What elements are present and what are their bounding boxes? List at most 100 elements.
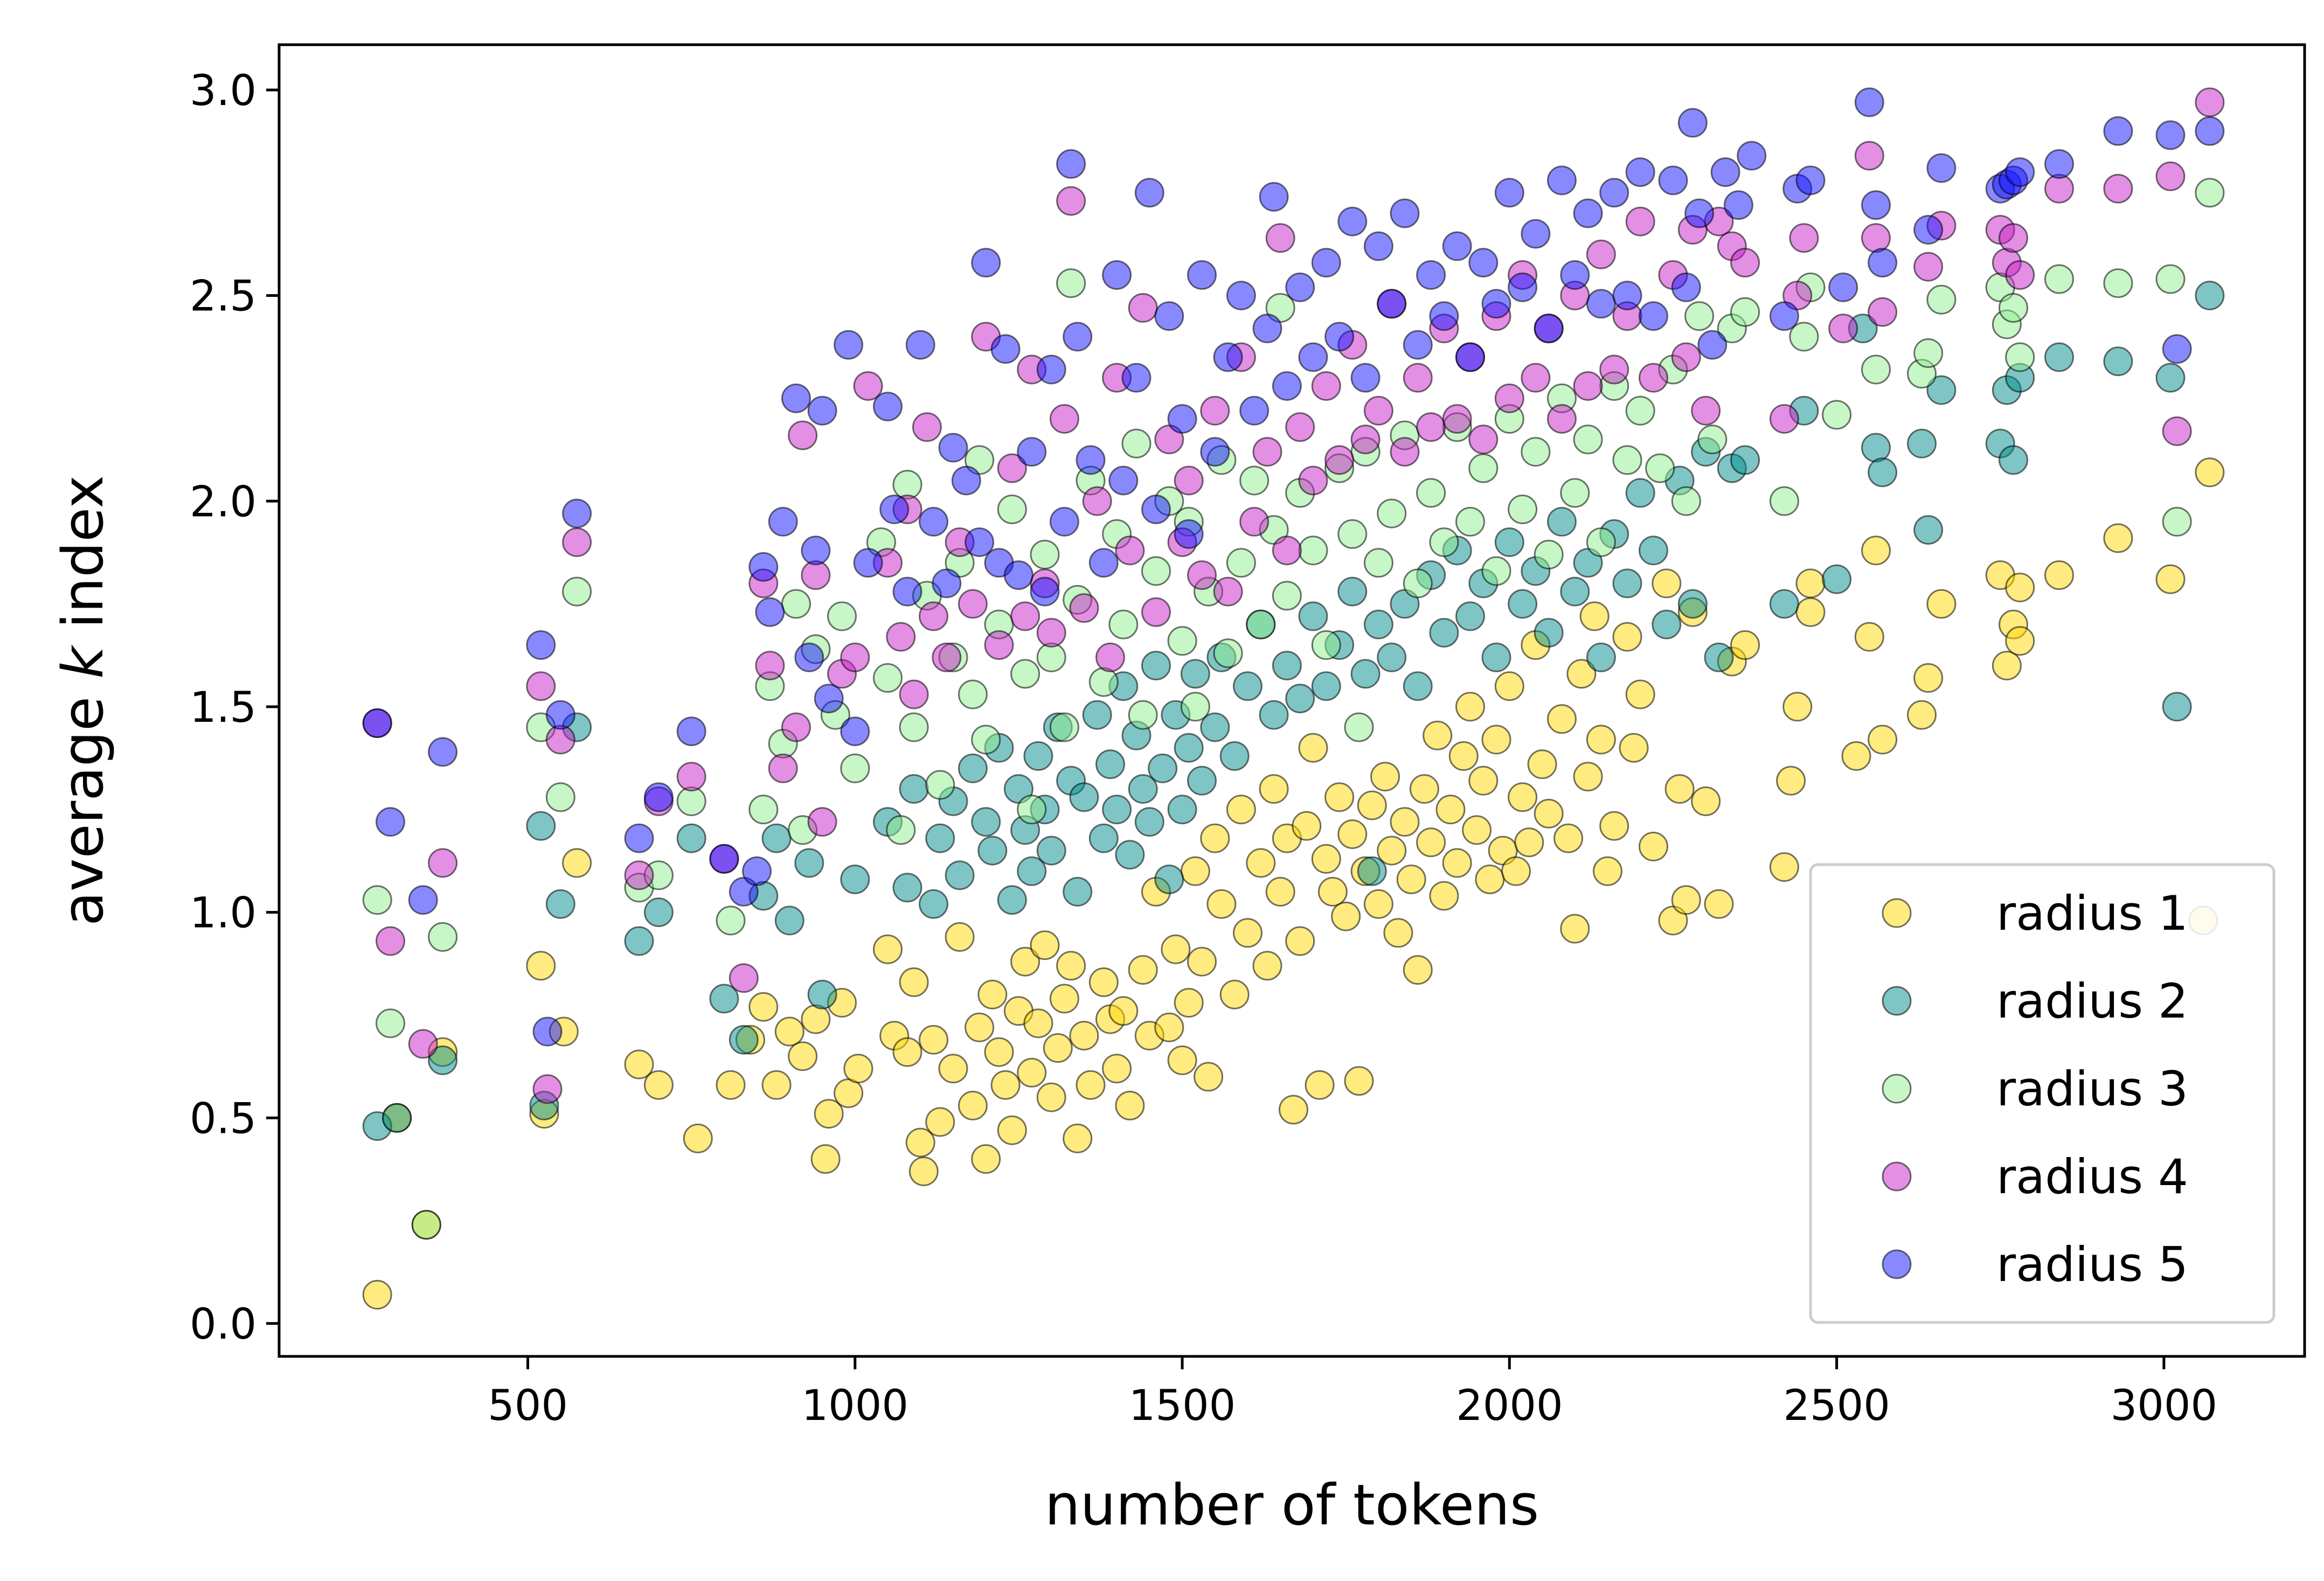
data-point <box>1239 507 1269 537</box>
data-point <box>624 823 654 853</box>
data-point <box>1344 1066 1374 1096</box>
data-point <box>2044 264 2074 294</box>
data-point <box>1311 844 1341 874</box>
data-point <box>1056 149 1086 179</box>
data-point <box>1435 795 1466 825</box>
data-point <box>1612 445 1642 475</box>
data-point <box>1868 248 1898 278</box>
data-point <box>1527 749 1557 779</box>
data-point <box>1416 827 1446 858</box>
data-point <box>1036 618 1066 648</box>
y-tick-label: 2.0 <box>190 478 256 526</box>
data-point <box>1226 548 1256 578</box>
data-point <box>1494 671 1524 701</box>
data-point <box>1697 424 1728 455</box>
data-point <box>1534 618 1564 648</box>
data-point <box>1128 955 1158 985</box>
data-point <box>1403 955 1433 985</box>
data-point <box>990 1070 1021 1100</box>
data-point <box>1003 560 1033 590</box>
data-point <box>624 1049 654 1079</box>
data-point <box>1828 272 1858 302</box>
data-point <box>1730 630 1760 660</box>
data-point <box>919 1025 948 1055</box>
data-point <box>1468 765 1499 796</box>
data-point <box>1913 663 1944 693</box>
series-3 <box>362 178 2225 1240</box>
data-point <box>1926 589 1957 619</box>
data-point <box>1167 404 1197 434</box>
data-point <box>768 507 798 537</box>
data-point <box>1252 314 1282 344</box>
data-point <box>1494 178 1524 208</box>
data-point <box>905 1127 935 1158</box>
data-point <box>1514 827 1544 858</box>
data-point <box>562 527 592 558</box>
legend-label: radius 3 <box>1996 1061 2188 1117</box>
data-point <box>1429 618 1459 648</box>
data-point <box>1115 535 1145 566</box>
data-point <box>1134 807 1164 837</box>
data-point <box>1285 272 1315 302</box>
data-point <box>1108 996 1139 1026</box>
data-point <box>899 679 929 709</box>
data-point <box>1363 609 1393 639</box>
data-point <box>1481 556 1511 586</box>
data-point <box>1298 601 1328 631</box>
data-point <box>1298 733 1328 763</box>
legend-marker <box>1882 898 1912 928</box>
data-point <box>1213 638 1243 668</box>
data-point <box>1252 437 1282 467</box>
data-point <box>676 716 706 747</box>
data-point <box>1455 342 1485 372</box>
data-point <box>899 712 929 742</box>
data-point <box>1455 601 1485 631</box>
data-point <box>1769 852 1799 882</box>
data-point <box>1560 478 1590 508</box>
data-point <box>781 712 811 742</box>
data-point <box>1494 527 1524 558</box>
data-point <box>1233 918 1262 948</box>
data-point <box>1494 384 1524 413</box>
data-point <box>1704 889 1734 919</box>
data-point <box>1363 889 1393 919</box>
data-point <box>840 753 870 783</box>
data-point <box>742 856 772 886</box>
data-point <box>1030 540 1060 569</box>
data-point <box>1926 375 1957 405</box>
data-point <box>1102 1054 1132 1084</box>
data-point <box>1508 495 1538 525</box>
data-point <box>1063 1123 1093 1153</box>
data-point <box>1049 984 1079 1014</box>
data-point <box>2005 342 2035 372</box>
data-point <box>1730 297 1760 327</box>
data-point <box>1363 231 1393 261</box>
data-point <box>1854 141 1884 171</box>
data-point <box>1691 786 1721 816</box>
data-point <box>1573 762 1603 792</box>
data-point <box>2103 268 2133 298</box>
data-point <box>1508 589 1538 619</box>
data-point <box>1560 914 1590 944</box>
data-point <box>1337 206 1368 236</box>
data-point <box>1639 832 1668 861</box>
data-point <box>1311 671 1341 701</box>
data-point <box>1926 153 1957 183</box>
series-2 <box>362 281 2225 1141</box>
data-point <box>899 774 929 804</box>
legend-label: radius 4 <box>1996 1149 2188 1204</box>
data-point <box>794 642 824 672</box>
data-point <box>905 330 935 360</box>
data-point <box>958 1090 988 1120</box>
data-point <box>1416 260 1446 290</box>
data-point <box>1187 260 1217 290</box>
data-point <box>814 1099 844 1129</box>
data-point <box>971 248 1001 278</box>
data-point <box>840 865 870 894</box>
data-point <box>1056 268 1086 298</box>
data-point <box>1586 289 1616 319</box>
data-point <box>1861 535 1891 566</box>
data-point <box>1671 342 1701 372</box>
y-axis-label-part: average <box>50 679 116 926</box>
data-point <box>562 848 592 878</box>
